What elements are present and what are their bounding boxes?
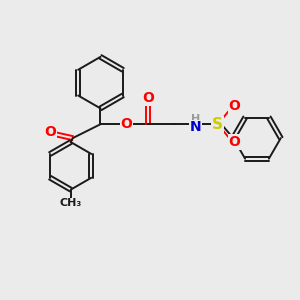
Text: N: N bbox=[190, 120, 201, 134]
Text: CH₃: CH₃ bbox=[60, 199, 82, 208]
Text: O: O bbox=[228, 99, 240, 113]
Text: H: H bbox=[191, 114, 200, 124]
Text: S: S bbox=[212, 117, 223, 132]
Text: O: O bbox=[142, 92, 154, 106]
Text: O: O bbox=[120, 117, 132, 131]
Text: O: O bbox=[44, 125, 56, 139]
Text: O: O bbox=[228, 135, 240, 149]
